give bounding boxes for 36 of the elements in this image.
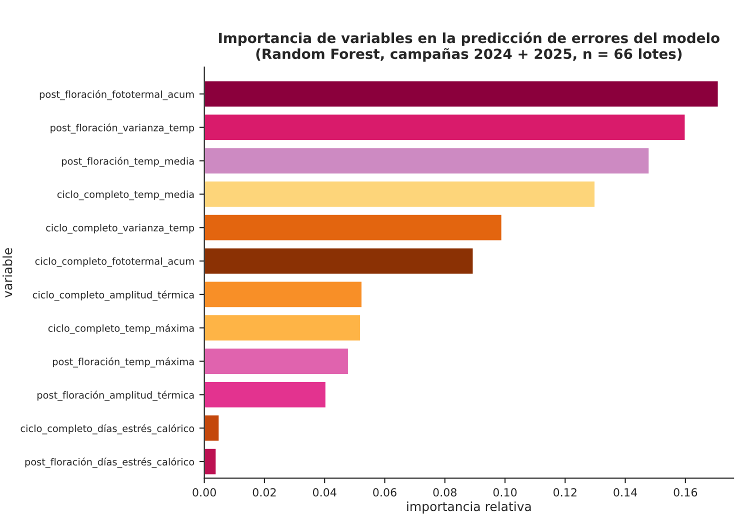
x-tick-label: 0.10 [493,488,517,497]
y-tick-label: post_floración_amplitud_térmica [37,390,194,401]
bar [204,214,503,242]
x-tick-label: 0.02 [252,488,276,497]
x-tick-label: 0.14 [614,488,638,497]
bar [204,347,350,376]
x-tick-label: 0.06 [373,488,396,497]
y-axis-title: variable [2,248,12,298]
bar [204,280,363,308]
y-tick-label: post_floración_fototermal_acum [40,90,194,100]
y-tick-label: ciclo_completo_fototermal_acum [35,257,194,268]
y-tick-label: post_floración_temp_media [62,156,194,167]
y-tick-label: ciclo_completo_amplitud_térmica [32,290,194,301]
y-tick-label: post_floración_varianza_temp [50,123,194,134]
bar [204,146,650,175]
y-tick-label: post_floración_temp_máxima [52,357,194,368]
bar [204,314,362,342]
x-tick-label: 0.16 [674,488,698,497]
bar [204,447,218,476]
bar [204,180,596,208]
bar [204,380,327,409]
y-tick-label: ciclo_completo_días_estrés_calórico [20,424,194,434]
x-tick-label: 0.00 [192,488,216,497]
y-tick-label: ciclo_completo_varianza_temp [46,224,194,234]
bar [204,414,220,442]
y-tick-label: ciclo_completo_temp_media [57,190,194,200]
bar [204,246,474,276]
y-tick-label: post_floración_días_estrés_calórico [25,458,194,468]
y-tick-label: ciclo_completo_temp_máxima [48,324,194,334]
x-axis-title: importancia relativa [407,501,531,514]
chart-title: Importancia de variables en la predicción de errores del modelo (Random Forest, campañas 2024 + 2025, n = 66 lotes) [219,32,720,62]
x-tick-label: 0.04 [312,488,336,497]
bar [204,113,686,142]
x-tick-label: 0.08 [433,488,456,497]
x-tick-label: 0.12 [554,488,576,497]
bar [204,80,720,108]
